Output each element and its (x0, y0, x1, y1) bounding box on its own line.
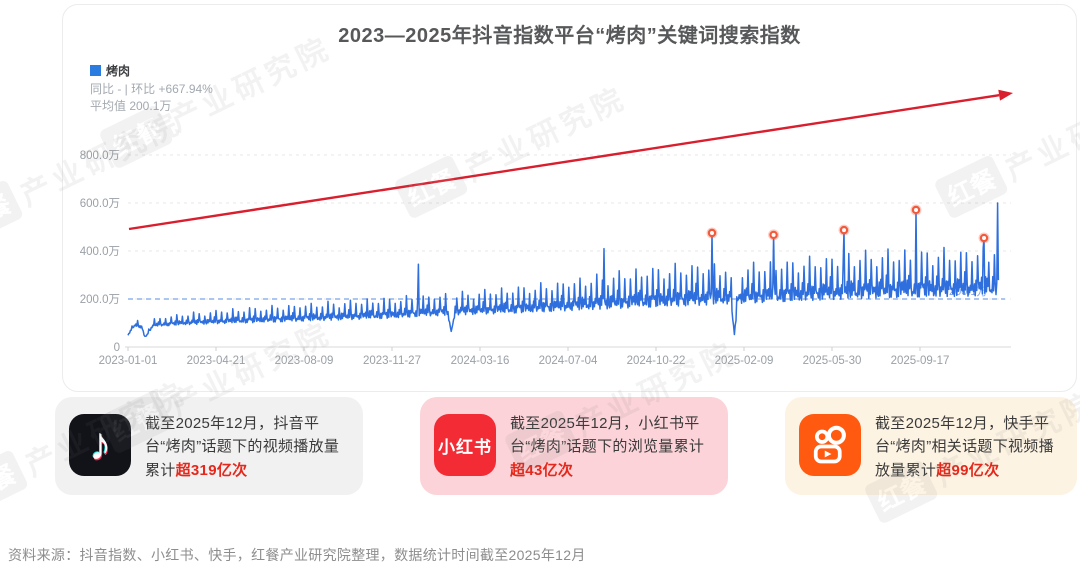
kuaishou-icon (799, 414, 861, 476)
chart-legend: 烤肉 (90, 62, 130, 79)
svg-text:800.0万: 800.0万 (80, 150, 120, 162)
legend-label: 烤肉 (106, 64, 131, 78)
xiaohongshu-icon: 小红书 (434, 414, 496, 476)
svg-text:2023-01-01: 2023-01-01 (99, 355, 158, 367)
chart-card: 2023—2025年抖音指数平台“烤肉”关键词搜索指数 烤肉 同比 - | 环比… (62, 4, 1077, 392)
legend-swatch-icon (90, 65, 101, 76)
svg-text:2023-04-21: 2023-04-21 (187, 355, 246, 367)
svg-text:2023-08-09: 2023-08-09 (275, 355, 334, 367)
douyin-icon: ♪ ♪ ♪ (69, 414, 131, 476)
xiaohongshu-card: 小红书 截至2025年12月，小红书平台“烤肉”话题下的浏览量累计超43亿次 (420, 397, 728, 495)
svg-text:2025-02-09: 2025-02-09 (715, 355, 774, 367)
chart-stats: 同比 - | 环比 +667.94% 平均值 200.1万 (90, 81, 213, 116)
chart-title: 2023—2025年抖音指数平台“烤肉”关键词搜索指数 (338, 25, 801, 47)
svg-text:2024-07-04: 2024-07-04 (539, 355, 598, 367)
svg-text:2025-05-30: 2025-05-30 (803, 355, 862, 367)
index-line-chart: 0 200.0万 400.0万 600.0万 800.0万 2023-01-01 2023-… (80, 89, 1013, 367)
svg-text:2024-03-16: 2024-03-16 (451, 355, 510, 367)
douyin-card: ♪ ♪ ♪ 截至2025年12月，抖音平台“烤肉”话题下的视频播放量累计超319… (55, 397, 363, 495)
svg-text:600.0万: 600.0万 (80, 198, 120, 210)
xiaohongshu-card-text: 截至2025年12月，小红书平台“烤肉”话题下的浏览量累计超43亿次 (510, 415, 705, 479)
svg-text:0: 0 (114, 342, 120, 354)
platform-cards: ♪ ♪ ♪ 截至2025年12月，抖音平台“烤肉”话题下的视频播放量累计超319… (55, 397, 1077, 495)
source-note: 资料来源：抖音指数、小红书、快手，红餐产业研究院整理，数据统计时间截至2025年… (8, 547, 586, 563)
kuaishou-card-text: 截至2025年12月，快手平台“烤肉”相关话题下视频播放量累计超99亿次 (875, 415, 1054, 479)
kuaishou-card: 截至2025年12月，快手平台“烤肉”相关话题下视频播放量累计超99亿次 (785, 397, 1077, 495)
svg-text:200.0万: 200.0万 (80, 294, 120, 306)
stat-compare: 同比 - | 环比 +667.94% (90, 82, 213, 96)
svg-text:2025-09-17: 2025-09-17 (891, 355, 950, 367)
svg-text:2024-10-22: 2024-10-22 (627, 355, 686, 367)
svg-text:2023-11-27: 2023-11-27 (363, 355, 421, 367)
svg-text:400.0万: 400.0万 (80, 246, 120, 258)
stat-average: 平均值 200.1万 (90, 99, 172, 114)
douyin-card-text: 截至2025年12月，抖音平台“烤肉”话题下的视频播放量累计超319亿次 (145, 415, 340, 479)
